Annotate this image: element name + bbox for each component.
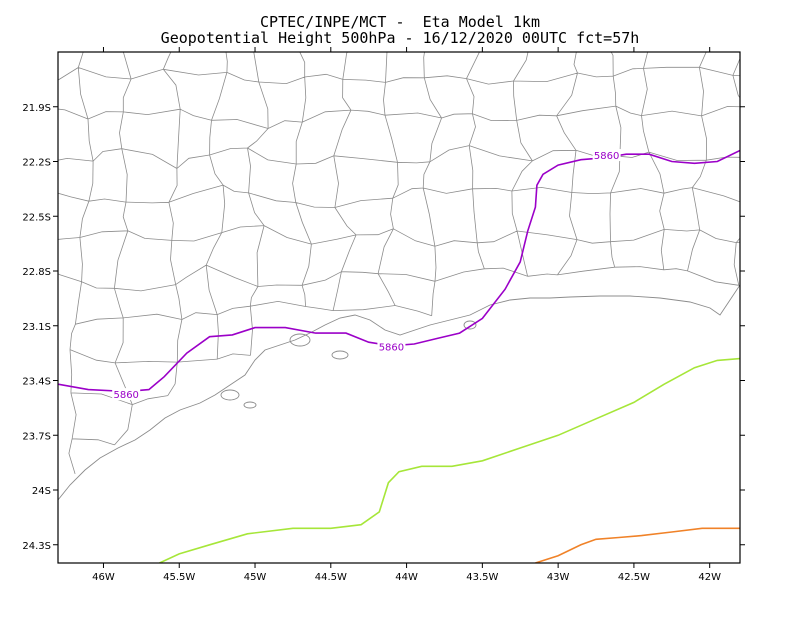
lat-tick-label: 22.5S [22,212,51,223]
contour-label: 5860 [594,151,619,162]
lon-tick-label: 42.5W [618,572,650,583]
coastline [58,284,740,501]
island [289,333,311,347]
contour-label: 5860 [379,343,404,354]
lat-tick-label: 21.9S [22,103,51,114]
contour-label-bg [377,340,406,353]
lat-tick-label: 23.4S [22,377,51,388]
axis-ticks: 46W 45.5W 45W 44.5W 44W 43.5W 43W 42.5W 42W 21.9S… [22,47,745,583]
lat-tick-label: 23.1S [22,322,51,333]
island [331,350,349,360]
contour-5860 [58,149,740,393]
island [463,320,477,330]
lon-tick-label: 43.5W [466,572,498,583]
lon-tick-label: 46W [92,572,115,583]
border-lines [58,52,740,475]
lat-tick-label: 24S [32,486,51,497]
lat-tick-label: 24.3S [22,541,51,552]
contour-5900 [535,527,740,563]
map-frame [57,51,741,564]
lon-tick-label: 44W [395,572,418,583]
contour-label-bg [112,388,141,401]
lon-tick-label: 43W [547,572,570,583]
lon-tick-label: 44.5W [315,572,347,583]
geopotential-contours [58,149,740,563]
lat-tick-label: 23.7S [22,431,51,442]
lon-tick-label: 45W [244,572,267,583]
contour-label-bg [592,149,621,162]
lat-tick-label: 22.2S [22,158,51,169]
map-subtitle: Geopotential Height 500hPa - 16/12/2020 … [160,29,640,47]
island [220,389,240,401]
map-title: CPTEC/INPE/MCT - Eta Model 1km [260,13,540,31]
island [243,401,257,409]
municipal-borders [58,52,740,475]
contour-label: 5860 [113,390,138,401]
lon-tick-label: 42W [698,572,721,583]
coastline-path [58,284,740,501]
contour-5880 [159,357,740,563]
lon-tick-label: 45.5W [163,572,195,583]
contour-labels: 5860 5860 5860 [112,149,621,401]
lat-tick-label: 22.8S [22,267,51,278]
